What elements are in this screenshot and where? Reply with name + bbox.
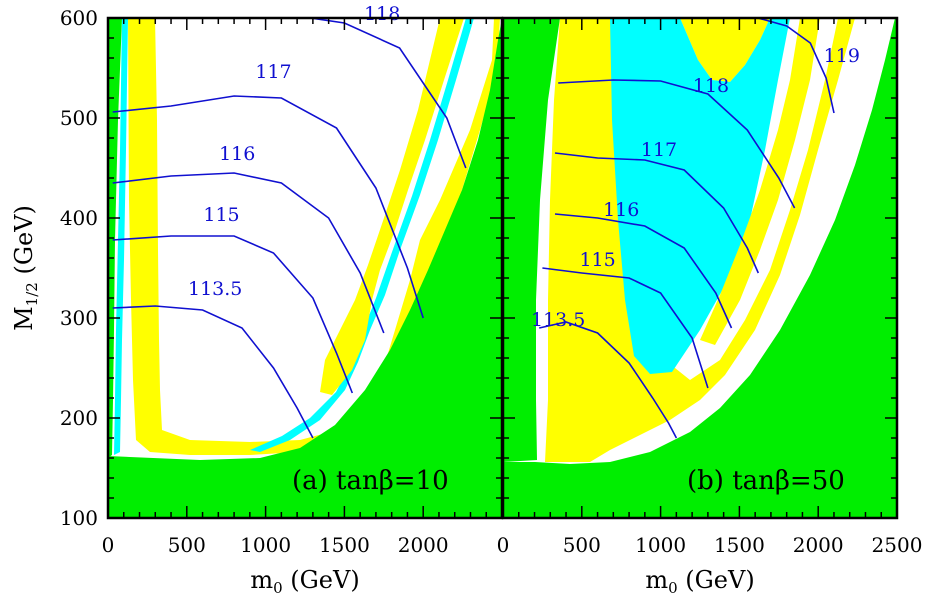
x-tick-label-a: 500 [168, 533, 206, 557]
x-axis-title-b: m0 (GeV) [645, 566, 754, 594]
panel-b-contour-lines [539, 18, 835, 439]
y-tick-label: 300 [60, 306, 98, 330]
contour-label-a-118: 118 [364, 3, 400, 25]
panel-b-excluded-left-region [503, 18, 560, 462]
x-tick-label-b: 2000 [793, 533, 844, 557]
panel-b-yellow-band-top [680, 18, 770, 82]
panel-b-excluded-right-region [503, 18, 897, 518]
panel-a-yellow-band-left [128, 18, 500, 455]
contour-label-b-116: 116 [603, 199, 639, 221]
contour-label-b-119: 119 [824, 45, 860, 67]
panel-b-relic-band [610, 18, 790, 374]
panel-a-contours: 113.5 115 116 117 118 [112, 3, 467, 439]
panel-b-label: (b) tanβ=50 [687, 466, 845, 496]
panel-a-contour-lines [112, 18, 467, 439]
y-tick-label: 100 [60, 506, 98, 530]
contour-line-b-115 [542, 267, 709, 389]
x-tick-label-b: 500 [563, 533, 601, 557]
contour-line-b-116 [554, 213, 733, 329]
contour-line-b-119 [755, 18, 835, 114]
y-tick-label: 500 [60, 106, 98, 130]
x-tick-label-b: 2500 [872, 533, 923, 557]
panel-a-label: (a) tanβ=10 [292, 466, 449, 496]
contour-label-b-118: 118 [693, 75, 729, 97]
x-tick-label-a: 1000 [240, 533, 291, 557]
axes: 0 500 1000 1500 2000 100 200 300 400 500 600 0 500 10… [60, 6, 923, 557]
x-tick-label-b: 1000 [635, 533, 686, 557]
contour-label-b-115: 115 [579, 249, 615, 271]
contour-label-a-116: 116 [219, 143, 255, 165]
x-tick-label-a: 0 [102, 533, 115, 557]
contour-line-a-117 [112, 95, 424, 319]
contour-line-a-116 [112, 172, 385, 334]
x-tick-label-b: 1500 [714, 533, 765, 557]
contour-label-a-113.5: 113.5 [188, 278, 242, 300]
contour-line-a-113.5 [112, 305, 314, 439]
panel-a: 113.5 115 116 117 118 (a) tanβ=10 [106, 3, 504, 520]
panel-b-frame [501, 16, 899, 520]
panel-a-excluded-left-region [108, 18, 122, 458]
y-axis-title: M1/2 (GeV) [10, 205, 41, 331]
panel-a-yellow-band-diagonal-inner [320, 18, 464, 395]
x-axis-title-a: m0 (GeV) [250, 566, 359, 594]
x-tick-label-a: 2000 [398, 533, 449, 557]
panel-b: 113.5 115 116 117 118 119 (b) tanβ=50 [501, 16, 899, 520]
contour-label-a-115: 115 [203, 204, 239, 226]
contour-label-a-117: 117 [255, 61, 291, 83]
panel-b-yellow-band-left [545, 18, 855, 462]
contour-line-b-118 [558, 79, 796, 209]
y-tick-label: 200 [60, 406, 98, 430]
panel-b-yellow-band-diagonal [700, 18, 820, 345]
y-tick-label: 400 [60, 206, 98, 230]
panel-a-regions [108, 18, 502, 518]
contour-line-b-117 [554, 152, 760, 274]
panel-b-contours: 113.5 115 116 117 118 119 [531, 18, 860, 439]
contour-line-a-115 [112, 235, 354, 394]
contour-line-b-113.5 [539, 321, 678, 439]
y-tick-label: 600 [60, 6, 98, 30]
contour-label-b-117: 117 [641, 139, 677, 161]
panel-a-relic-band-left [114, 18, 128, 455]
contour-label-b-113.5: 113.5 [531, 309, 585, 331]
panel-a-excluded-right-region [108, 18, 502, 518]
x-tick-label-b: 0 [497, 533, 510, 557]
x-tick-label-a: 1500 [319, 533, 370, 557]
